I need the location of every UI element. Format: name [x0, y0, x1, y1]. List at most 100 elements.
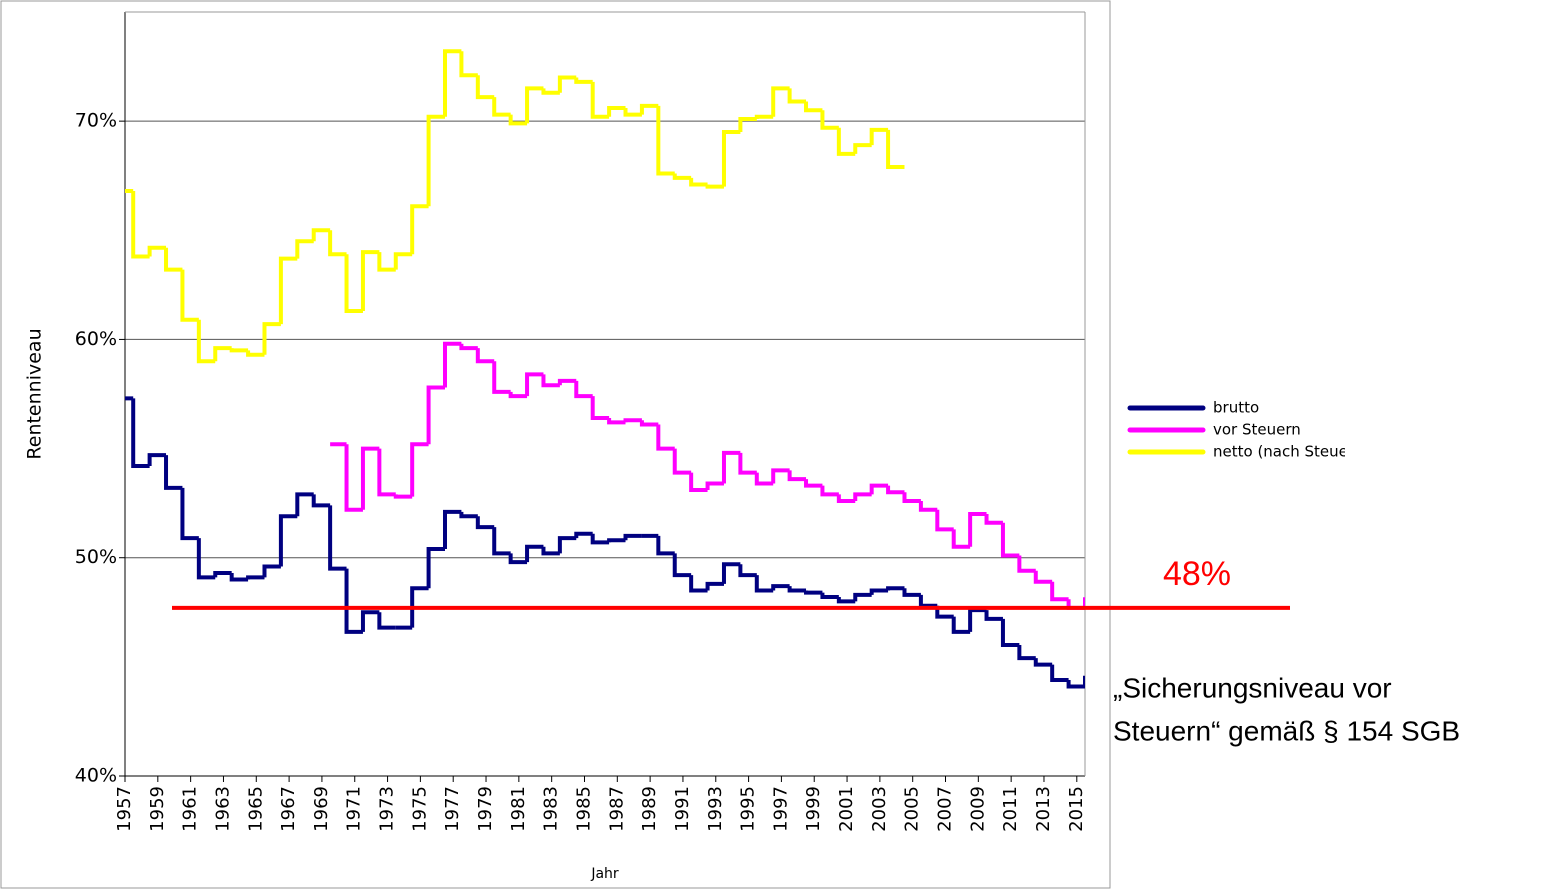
x-tick-label: 1973	[377, 786, 398, 832]
step-segment	[557, 536, 577, 554]
x-tick-label: 1969	[311, 786, 332, 832]
step-segment	[639, 103, 659, 115]
step-segment	[836, 597, 856, 604]
step-segment	[853, 492, 872, 501]
step-segment	[574, 531, 593, 539]
step-segment	[180, 487, 199, 541]
x-tick-label: 1971	[344, 786, 365, 832]
step-segment	[869, 588, 889, 595]
step-segment	[886, 586, 905, 591]
step-segment	[1017, 555, 1036, 573]
step-segment	[492, 361, 511, 394]
reference-label: 48%	[1163, 555, 1231, 593]
annotation-text: „Sicherungsniveau vor	[1113, 672, 1392, 703]
step-segment	[1050, 664, 1069, 682]
legend: brutto vor Steuern netto (nach Steuern)	[1127, 399, 1345, 461]
step-segment	[1017, 645, 1036, 661]
step-segment	[820, 110, 839, 130]
x-tick-label: 2015	[1066, 786, 1087, 832]
step-segment	[246, 350, 265, 357]
x-tick-label: 2007	[935, 786, 956, 832]
step-segment	[262, 322, 281, 355]
step-segment	[475, 75, 495, 100]
x-tick-label: 2003	[869, 786, 890, 832]
annotation-text: Steuern“ gemäß § 154 SGB	[1113, 715, 1460, 746]
step-segment	[131, 190, 150, 259]
step-segment	[328, 230, 347, 257]
step-segment	[426, 114, 445, 207]
x-tick-label: 1967	[278, 786, 299, 832]
step-segment	[1033, 658, 1053, 667]
step-segment	[410, 442, 429, 497]
step-segment	[705, 481, 724, 491]
step-segment	[853, 592, 872, 602]
y-tick-label: 60%	[75, 328, 117, 350]
step-segment	[213, 346, 232, 362]
step-segment	[377, 612, 396, 630]
x-tick-label: 1983	[541, 786, 562, 832]
step-segment	[656, 424, 675, 451]
x-tick-label: 1959	[147, 786, 168, 832]
step-segment	[804, 101, 823, 113]
step-segment	[295, 239, 314, 259]
step-segment	[623, 418, 642, 423]
step-segment	[525, 86, 544, 124]
step-segment	[639, 420, 659, 427]
y-tick-label: 40%	[75, 765, 117, 787]
step-segment	[443, 341, 462, 388]
x-tick-label: 1981	[508, 786, 529, 832]
step-segment	[721, 130, 741, 187]
step-segment	[787, 470, 807, 482]
step-segment	[262, 564, 281, 578]
x-tick-label: 1995	[738, 786, 759, 832]
step-segment	[459, 343, 478, 351]
step-segment	[771, 86, 790, 117]
x-tick-label: 1965	[245, 786, 266, 832]
step-segment	[902, 588, 921, 597]
step-segment	[820, 485, 839, 497]
step-segment	[984, 610, 1003, 621]
step-segment	[525, 372, 544, 397]
step-segment	[886, 485, 905, 495]
step-segment	[278, 514, 298, 567]
step-segment	[672, 553, 692, 578]
step-segment	[1050, 581, 1069, 602]
step-segment	[377, 448, 396, 497]
x-tick-label: 1961	[180, 786, 201, 832]
step-segment	[623, 108, 642, 117]
step-segment	[229, 348, 249, 353]
step-segment	[1033, 570, 1053, 584]
step-segment	[311, 494, 331, 508]
step-segment	[360, 610, 380, 632]
x-tick-label: 1985	[573, 786, 594, 832]
x-tick-label: 1991	[672, 786, 693, 832]
plot-area	[125, 49, 1085, 689]
step-segment	[508, 391, 528, 399]
x-tick-label: 1987	[606, 786, 627, 832]
step-segment	[196, 538, 216, 580]
step-segment	[607, 538, 626, 543]
step-segment	[164, 247, 183, 272]
step-segment	[590, 533, 610, 545]
step-segment	[705, 581, 724, 591]
step-segment	[820, 592, 839, 600]
step-segment	[738, 452, 757, 475]
step-segment	[836, 127, 856, 156]
step-segment	[426, 385, 445, 445]
step-segment	[754, 472, 774, 486]
step-segment	[147, 453, 167, 467]
step-segment	[525, 544, 544, 563]
x-tick-label: 2001	[836, 786, 857, 832]
step-segment	[278, 256, 298, 325]
step-segment	[869, 127, 889, 146]
step-segment	[574, 380, 593, 399]
frame	[0, 0, 1111, 889]
step-segment	[804, 590, 823, 595]
step-segment	[492, 97, 511, 117]
step-segment	[180, 269, 199, 322]
step-segment	[918, 500, 938, 512]
x-tick-label: 1957	[114, 786, 135, 832]
step-segment	[754, 575, 774, 593]
step-segment	[738, 564, 757, 578]
